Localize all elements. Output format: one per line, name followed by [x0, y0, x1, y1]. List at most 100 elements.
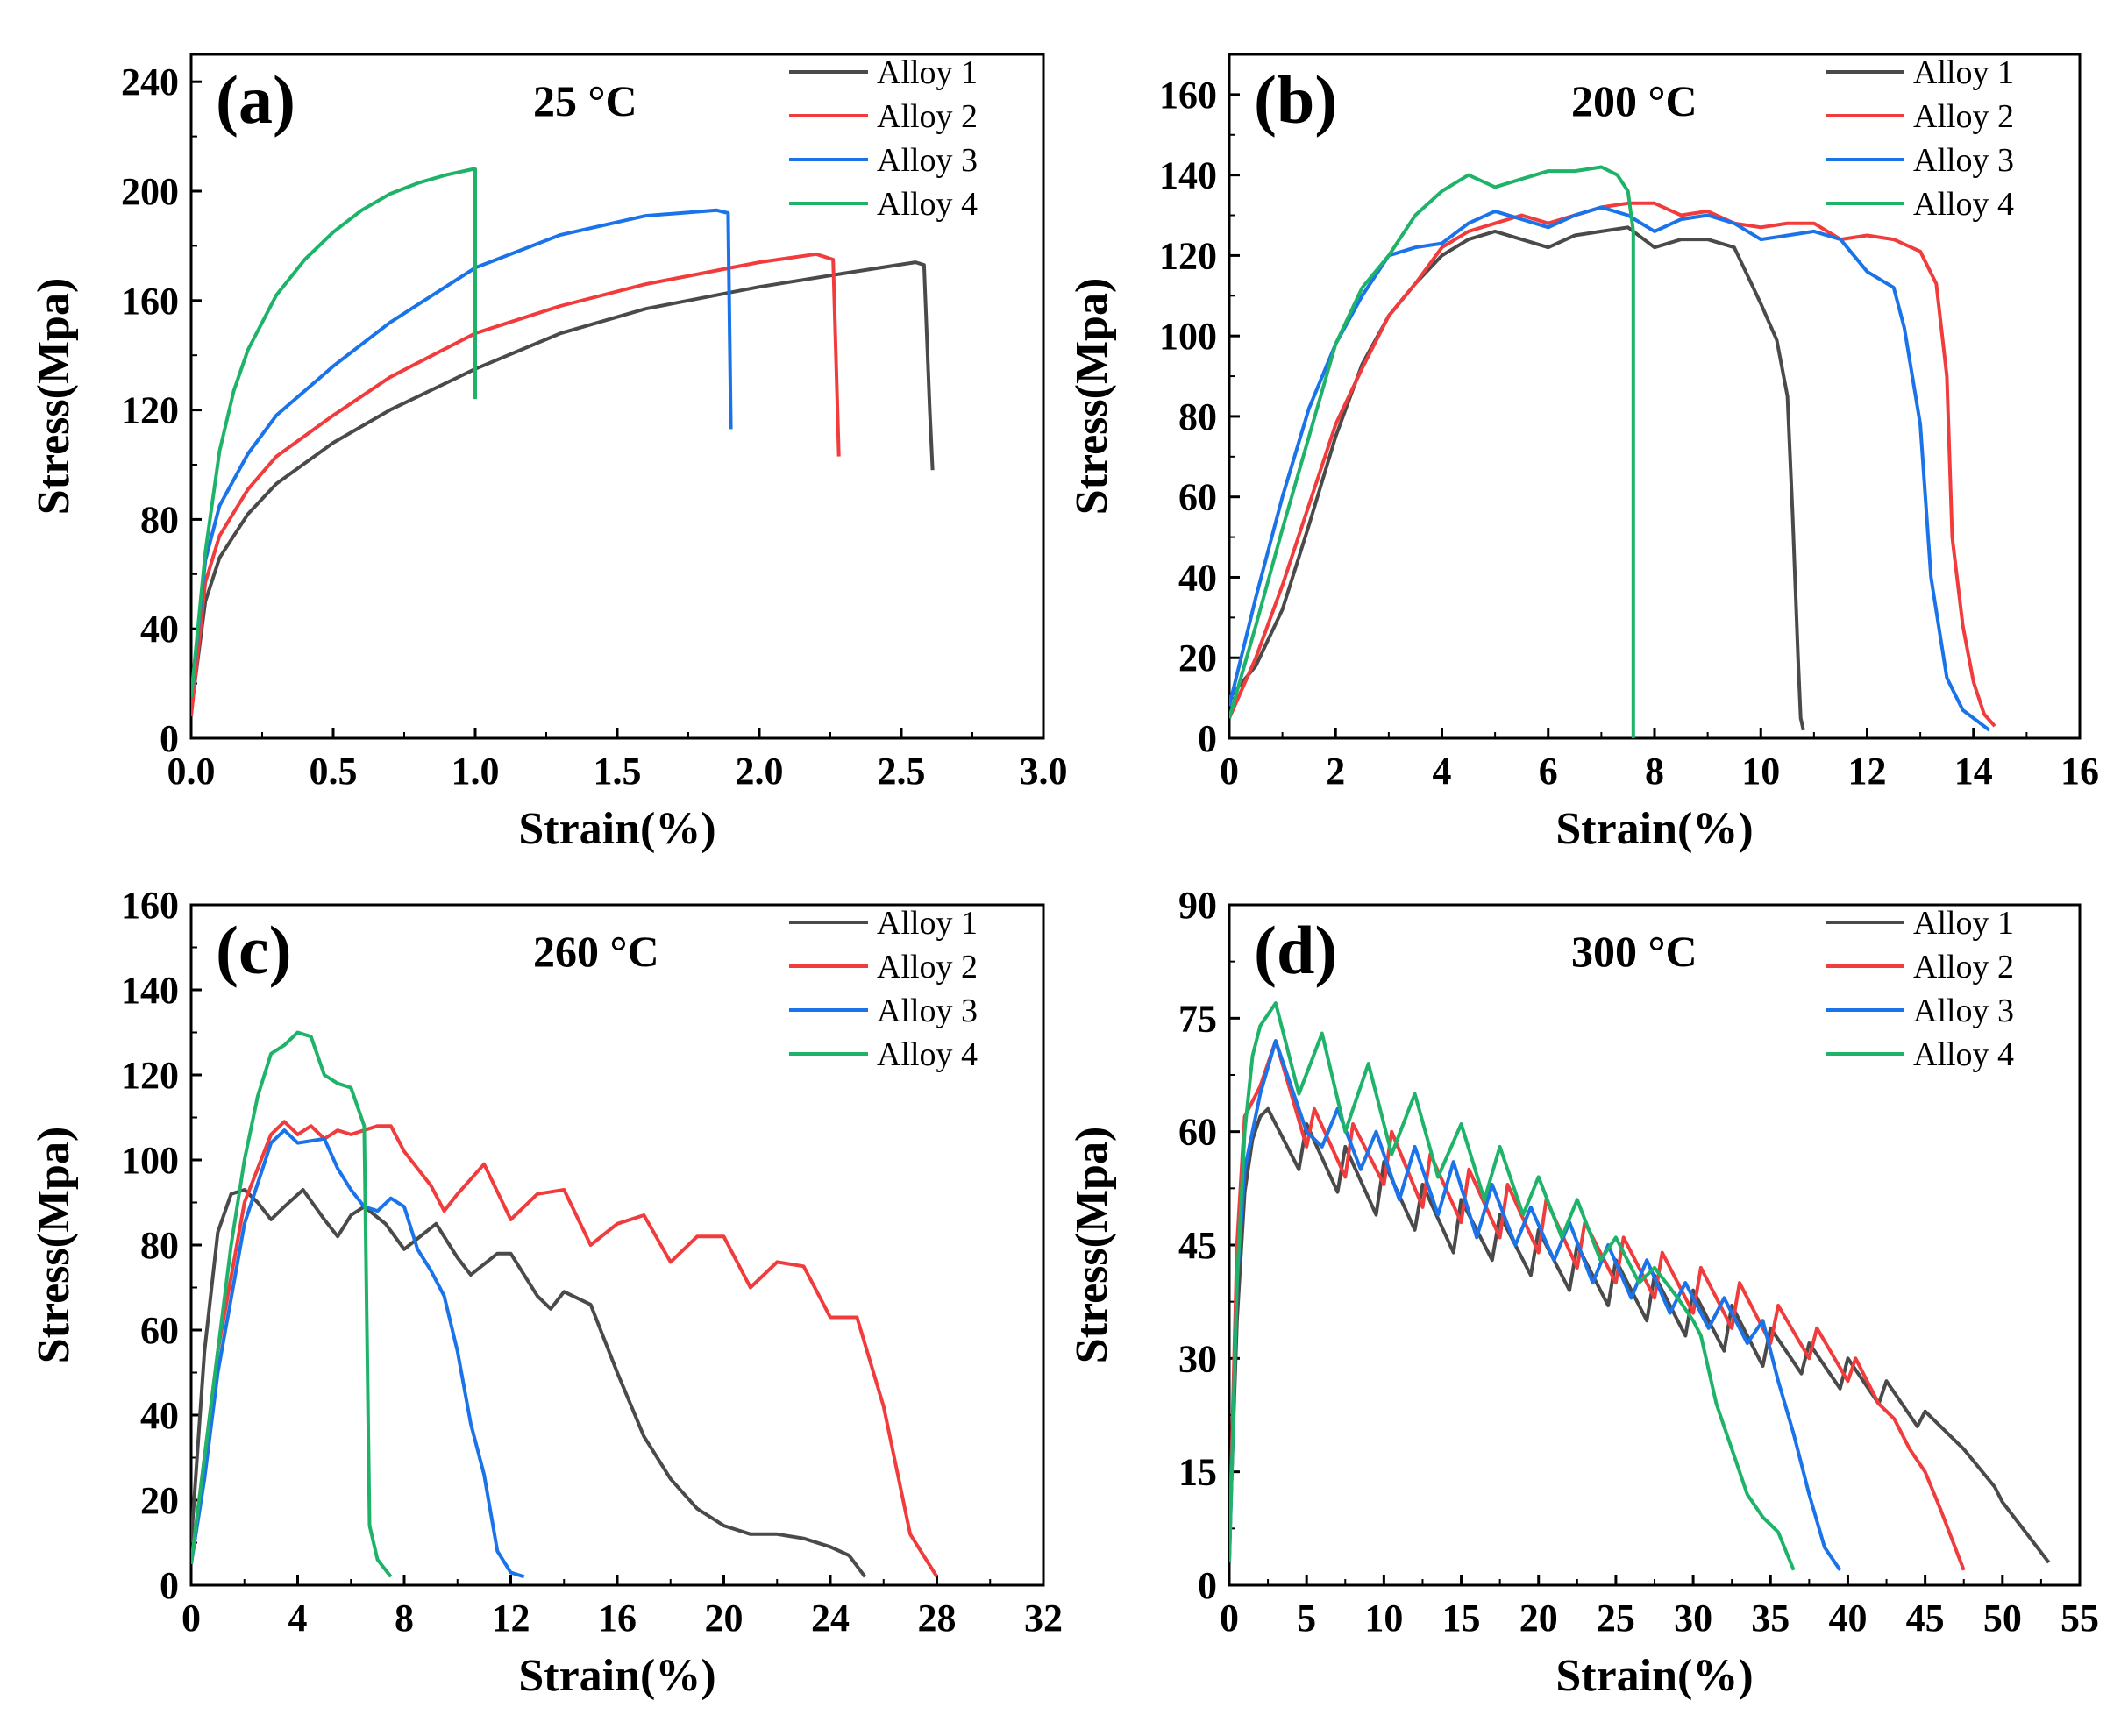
series-line-alloy-4 — [1229, 165, 1635, 738]
y-tick-label: 0 — [1198, 717, 1217, 760]
x-tick-label: 50 — [1983, 1597, 2022, 1640]
y-tick-label: 140 — [1159, 154, 1217, 197]
x-tick-label: 55 — [2060, 1597, 2099, 1640]
x-tick-label: 12 — [492, 1597, 530, 1640]
y-tick-label: 0 — [1198, 1564, 1217, 1607]
y-tick-label: 0 — [160, 1564, 179, 1607]
y-tick-label: 90 — [1178, 884, 1217, 927]
series-line-alloy-2 — [191, 1120, 939, 1578]
series-line-alloy-4 — [1229, 1001, 1796, 1571]
x-tick-label: 0.5 — [310, 750, 358, 793]
temperature-label: 200 °C — [1571, 76, 1697, 125]
legend-label: Alloy 2 — [877, 98, 978, 135]
legend-label: Alloy 1 — [1913, 54, 2014, 91]
x-tick-label: 0 — [1220, 1597, 1239, 1640]
y-tick-label: 0 — [160, 717, 179, 760]
y-axis-title: Stress(Mpa) — [1067, 1127, 1117, 1364]
y-tick-label: 100 — [121, 1139, 179, 1182]
y-tick-label: 40 — [140, 1394, 179, 1437]
y-axis-title: Stress(Mpa) — [1067, 278, 1117, 516]
y-tick-label: 75 — [1178, 997, 1217, 1040]
x-tick-label: 8 — [1645, 750, 1664, 793]
x-tick-label: 32 — [1024, 1597, 1063, 1640]
series-line-alloy-2 — [1229, 1039, 1966, 1571]
series-line-alloy-3 — [191, 208, 733, 698]
y-tick-label: 60 — [140, 1309, 179, 1352]
y-tick-label: 15 — [1178, 1451, 1217, 1494]
y-tick-label: 60 — [1178, 1111, 1217, 1154]
x-tick-label: 2.5 — [878, 750, 926, 793]
x-tick-label: 0.0 — [167, 750, 216, 793]
temperature-label: 25 °C — [533, 76, 637, 125]
x-tick-label: 8 — [395, 1597, 414, 1640]
panel-label: (b) — [1254, 61, 1337, 138]
x-tick-label: 28 — [918, 1597, 957, 1640]
chart-panel-b: 0 2 4 6 8 10 12 14 16020406080100120140160Strain… — [1067, 53, 2099, 854]
legend-label: Alloy 2 — [877, 949, 978, 985]
x-tick-label: 24 — [811, 1597, 850, 1640]
series-line-alloy-4 — [191, 167, 477, 698]
x-tick-label: 3.0 — [1020, 750, 1068, 793]
x-axis-title: Strain(%) — [518, 804, 715, 854]
legend-label: Alloy 3 — [877, 993, 978, 1029]
x-tick-label: 10 — [1364, 1597, 1403, 1640]
legend-label: Alloy 4 — [1913, 1036, 2014, 1073]
y-tick-label: 200 — [121, 170, 179, 213]
y-tick-label: 240 — [121, 60, 179, 103]
y-tick-label: 60 — [1178, 476, 1217, 519]
y-tick-label: 40 — [140, 608, 179, 651]
x-tick-label: 1.0 — [452, 750, 500, 793]
legend-label: Alloy 1 — [877, 905, 978, 942]
y-tick-label: 160 — [1159, 74, 1217, 117]
legend-label: Alloy 4 — [877, 1036, 978, 1073]
series-line-alloy-1 — [191, 1188, 867, 1578]
legend-label: Alloy 2 — [1913, 949, 2014, 985]
legend-label: Alloy 1 — [877, 54, 978, 91]
x-tick-label: 0 — [1220, 750, 1239, 793]
series-line-alloy-1 — [191, 260, 935, 712]
x-tick-label: 5 — [1297, 1597, 1316, 1640]
y-tick-label: 160 — [121, 280, 179, 323]
series-line-alloy-1 — [1229, 225, 1805, 731]
x-tick-label: 2 — [1326, 750, 1345, 793]
panel-label: (d) — [1254, 912, 1337, 988]
x-tick-label: 12 — [1848, 750, 1887, 793]
legend-label: Alloy 4 — [877, 186, 978, 223]
series-line-alloy-1 — [1229, 1106, 2051, 1564]
x-tick-label: 10 — [1741, 750, 1780, 793]
x-tick-label: 16 — [2060, 750, 2099, 793]
y-tick-label: 45 — [1178, 1224, 1217, 1267]
chart-panel-a: 0.0 0.5 1.0 1.5 2.0 2.5 3.0 0 40 80 120 160 200 240 St… — [29, 53, 1068, 854]
x-tick-label: 4 — [1433, 750, 1452, 793]
x-tick-label: 16 — [598, 1597, 637, 1640]
legend-label: Alloy 4 — [1913, 186, 2014, 223]
y-tick-label: 80 — [140, 498, 179, 541]
x-tick-label: 0 — [181, 1597, 201, 1640]
x-tick-label: 15 — [1442, 1597, 1481, 1640]
x-tick-label: 25 — [1597, 1597, 1635, 1640]
x-tick-label: 14 — [1954, 750, 1993, 793]
series-line-alloy-3 — [1229, 1039, 1842, 1571]
y-tick-label: 40 — [1178, 556, 1217, 599]
y-tick-label: 20 — [1178, 637, 1217, 679]
y-tick-label: 100 — [1159, 315, 1217, 358]
x-tick-label: 2.0 — [736, 750, 784, 793]
y-tick-label: 80 — [140, 1224, 179, 1267]
panel-label: (c) — [216, 912, 292, 988]
legend-label: Alloy 3 — [1913, 142, 2014, 179]
x-tick-label: 35 — [1751, 1597, 1790, 1640]
legend-label: Alloy 1 — [1913, 905, 2014, 942]
x-tick-label: 40 — [1828, 1597, 1867, 1640]
y-tick-label: 140 — [121, 969, 179, 1012]
legend-label: Alloy 3 — [1913, 993, 2014, 1029]
y-axis-title: Stress(Mpa) — [29, 1127, 79, 1364]
temperature-label: 300 °C — [1571, 927, 1697, 976]
y-tick-label: 120 — [1159, 234, 1217, 277]
x-tick-label: 20 — [1519, 1597, 1558, 1640]
y-tick-label: 20 — [140, 1479, 179, 1522]
y-axis-title: Stress(Mpa) — [29, 278, 79, 516]
x-axis-title: Strain(%) — [1555, 1651, 1753, 1701]
chart-panel-d: 0 5 10 15 20 25 30 35 40 45 50 55 0 15 30 45 60 75 90 Strai… — [1067, 884, 2099, 1701]
x-tick-label: 1.5 — [594, 750, 642, 793]
